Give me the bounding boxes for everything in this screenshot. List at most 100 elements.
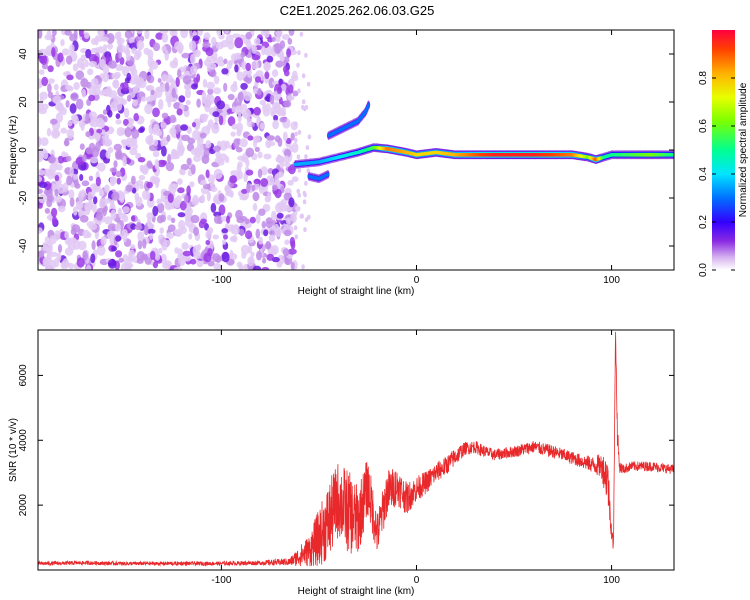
spectrogram-noise-blob [260,178,269,187]
spectrogram-noise-blob [38,30,43,39]
spectrogram-noise-blob [38,136,42,148]
spectrogram-noise-blob [119,57,125,65]
spectrogram-noise-blob [220,140,228,151]
spectrogram-noise-blob [116,44,126,53]
spectrogram-noise-blob [282,131,288,142]
spectrogram-trace-upper-branch [364,108,368,113]
spectrogram-noise-blob [241,188,248,194]
spectrogram-noise-blob [85,113,90,125]
spectrogram-noise-blob [115,250,123,258]
spectrogram-noise-blob [213,145,222,152]
spectrogram-noise-blob [135,35,145,43]
spectrogram-noise-blob [230,131,236,137]
spectrogram-noise-blob [180,163,189,171]
spectrogram-noise-blob [78,30,84,37]
spectrogram-noise-blob [190,214,200,224]
spectrogram-noise-blob [270,245,279,255]
spectrogram-noise-blob [51,207,58,218]
spectrogram-noise-blob [223,58,228,65]
spectrogram-noise-blob [41,76,49,87]
spectrogram-noise-blob [291,176,299,183]
spectrogram-noise-blob [53,83,59,91]
spectrogram-ytick-label: 40 [18,48,29,60]
spectrogram-noise-blob [239,138,248,148]
spectrogram-noise-blob [261,266,270,270]
spectrogram-noise-blob [181,52,191,59]
spectrogram-noise-blob [293,225,298,231]
spectrogram-noise-blob [211,36,217,47]
spectrogram-noise-blob [69,103,77,114]
spectrogram-noise-blob [54,174,60,182]
spectrogram-noise-blob [113,160,118,169]
spectrogram-xlabel: Height of straight line (km) [298,286,415,297]
spectrogram-noise-blob [38,227,43,234]
spectrogram-noise-blob [90,77,99,89]
colorbar-tick-label: 0.6 [698,119,709,133]
spectrogram-noise-blob [113,143,123,151]
spectrogram-noise-blob [64,30,72,36]
spectrogram-noise-blob [152,107,160,118]
spectrogram-noise-blob [103,115,108,123]
spectrogram-noise-blob [67,119,73,127]
spectrogram-noise-blob [65,55,73,65]
spectrogram-noise-blob [102,109,108,115]
spectrogram-noise-blob [245,31,253,40]
spectrogram-noise-blob [156,202,165,214]
spectrogram-noise-blob [290,261,295,270]
spectrogram-noise-blob [116,36,122,46]
spectrogram-noise-blob [171,148,177,157]
spectrogram-noise-blob [191,197,200,206]
spectrogram-noise-blob [75,157,85,166]
spectrogram-noise-blob [182,255,192,262]
spectrogram-noise-blob [297,129,302,135]
spectrogram-noise-blob [294,137,298,143]
spectrogram-noise-blob [114,222,121,232]
spectrogram-ytick-label: -20 [18,190,29,205]
spectrogram-noise-blob [178,95,186,103]
spectrogram-ytick-label: 0 [18,147,29,153]
spectrogram-noise-blob [226,215,231,224]
spectrogram-noise-blob [88,60,97,68]
spectrogram-noise-blob [128,251,133,262]
colorbar-tick-label: 0.0 [698,263,709,277]
spectrogram-noise-blob [286,48,292,58]
spectrogram-noise-blob [297,50,301,56]
spectrogram-noise-blob [161,145,167,157]
spectrogram-noise-blob [152,261,159,269]
spectrogram-noise-blob [146,181,153,189]
spectrogram-noise-blob [121,81,129,92]
spectrogram-noise-blob [136,40,145,51]
spectrogram-noise-blob [208,62,217,70]
spectrogram-noise-blob [273,223,280,232]
spectrogram-noise-blob [263,229,269,237]
spectrogram-noise-blob [297,168,302,173]
spectrogram-noise-blob [221,68,229,75]
spectrogram-noise-blob [190,148,200,156]
spectrogram-noise-blob [142,238,147,249]
spectrogram-noise-blob [167,193,174,204]
spectrogram-noise-blob [133,113,139,122]
spectrogram-noise-blob [151,176,161,184]
spectrogram-noise-blob [251,45,258,52]
spectrogram-noise-blob [260,166,268,176]
spectrogram-noise-blob [38,150,45,161]
spectrogram-xtick-label: 100 [603,275,620,286]
spectrogram-noise-blob [268,234,276,242]
spectrogram-noise-blob [213,87,222,95]
spectrogram-noise-blob [261,220,267,229]
spectrogram-noise-blob [280,198,288,205]
spectrogram-noise-blob [125,184,133,192]
spectrogram-noise-blob [108,90,118,99]
spectrogram-noise-blob [301,73,306,79]
spectrogram-noise-blob [240,82,248,90]
spectrogram-noise-blob [255,213,261,224]
spectrogram-noise-blob [123,118,129,126]
spectrogram-noise-blob [74,183,81,189]
spectrogram-noise-blob [49,235,57,245]
spectrogram-noise-blob [202,41,211,48]
spectrogram-noise-blob [265,103,271,112]
spectrogram-noise-blob [206,191,211,202]
spectrogram-noise-blob [304,104,309,110]
spectrogram-noise-blob [246,182,251,193]
spectrogram-noise-blob [247,69,252,79]
